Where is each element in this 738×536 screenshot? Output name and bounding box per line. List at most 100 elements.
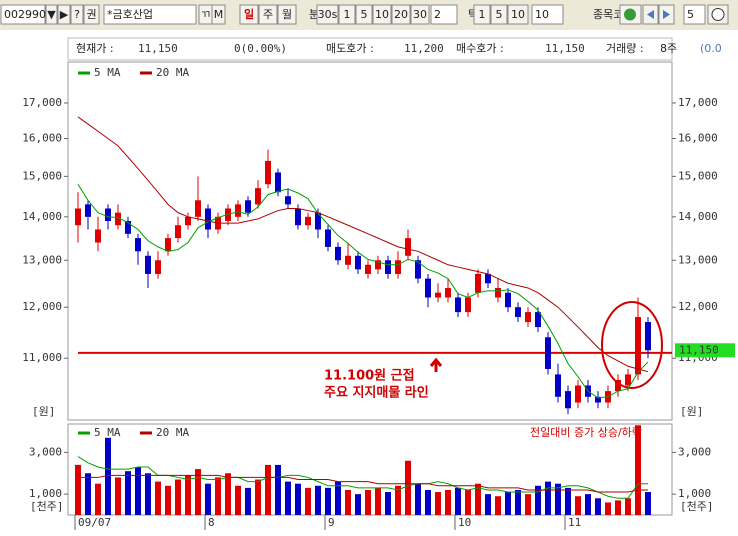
candle-body (175, 225, 181, 239)
ask: 11,200 (404, 42, 444, 55)
candle-body (115, 212, 121, 226)
volume-bar (375, 487, 381, 515)
button-label[interactable]: 권 (86, 8, 96, 21)
button-label[interactable]: ㄲ (200, 8, 210, 21)
left-icon (647, 10, 654, 19)
button[interactable] (70, 4, 84, 25)
volume-unit: [천주] (30, 499, 64, 513)
volume-bar (575, 496, 581, 515)
button[interactable] (507, 4, 529, 25)
x-tick-label: 09/07 (78, 516, 111, 529)
button[interactable] (45, 4, 58, 25)
volume-bar (345, 489, 351, 515)
button-label[interactable]: 월 (282, 8, 292, 21)
volume-bar (225, 473, 231, 515)
button-label[interactable]: 10 (375, 8, 389, 21)
volume-note: 전일대비 증가 상승/하락 (530, 425, 642, 439)
button-label[interactable]: 30s (318, 8, 338, 21)
last-price-label: 11,150 (679, 343, 719, 356)
candle-body (85, 204, 91, 217)
volume-bar (365, 489, 371, 515)
candle-body (535, 312, 541, 328)
input-box[interactable] (531, 4, 564, 25)
button[interactable] (355, 4, 373, 25)
button-label[interactable]: 30 (413, 8, 427, 21)
button[interactable] (410, 4, 430, 25)
button-label[interactable]: ▶ (60, 8, 69, 21)
candle-body (635, 317, 641, 375)
candle-body (255, 188, 261, 205)
candle-body (355, 255, 361, 270)
volume-tick-label-right: 3,000 (678, 445, 711, 458)
legend-label: 20 MA (156, 66, 189, 79)
button-label[interactable]: 10 (511, 8, 525, 21)
button-label[interactable]: 002990 (4, 8, 46, 21)
volume-bar (625, 498, 631, 515)
button-label[interactable]: 1 (344, 8, 351, 21)
volume-bar (445, 489, 451, 515)
button-label[interactable]: 일 (244, 7, 254, 21)
candle-body (525, 312, 531, 323)
button[interactable] (239, 4, 259, 25)
y-tick-label: 15,000 (22, 169, 62, 182)
button-label[interactable]: 주 (263, 8, 273, 21)
volume-bar (145, 473, 151, 515)
ma-line (77, 183, 649, 399)
volume-bar (245, 487, 251, 515)
button-label[interactable]: M (214, 8, 224, 21)
volume-tick-label-right: 1,000 (678, 487, 711, 500)
volume-bar (485, 494, 491, 515)
input-box[interactable] (103, 4, 197, 25)
button-label[interactable]: 2 (434, 8, 441, 21)
button[interactable] (490, 4, 508, 25)
button[interactable] (316, 4, 339, 25)
button[interactable] (473, 4, 491, 25)
volume-bar (275, 464, 281, 515)
volume-bar (585, 494, 591, 515)
y-tick-label-right: 13,000 (678, 253, 718, 266)
input-box[interactable] (683, 4, 706, 25)
button-label[interactable]: *금호산업 (107, 8, 153, 21)
button[interactable] (83, 4, 100, 25)
button[interactable] (57, 4, 71, 25)
volume-bar (325, 487, 331, 515)
button-label[interactable]: 20 (394, 8, 408, 21)
volume-bar (165, 485, 171, 515)
candle-body (445, 287, 451, 298)
input-box[interactable] (0, 4, 46, 25)
volume-bar (315, 485, 321, 515)
button-label[interactable]: 10 (535, 8, 549, 21)
volume-bar (605, 502, 611, 515)
candle-body (645, 322, 651, 351)
candle-body (75, 208, 81, 226)
button[interactable] (338, 4, 356, 25)
button-label[interactable]: ▼ (47, 8, 56, 21)
button-label[interactable]: ? (74, 8, 80, 21)
legend-label: 5 MA (94, 426, 121, 439)
button[interactable] (258, 4, 278, 25)
button[interactable] (391, 4, 411, 25)
volume-bar (335, 481, 341, 515)
volume-bar (135, 466, 141, 515)
candle-body (475, 273, 481, 293)
button[interactable] (211, 4, 226, 25)
button-label[interactable]: 1 (479, 8, 486, 21)
candle-body (395, 260, 401, 274)
button[interactable] (372, 4, 392, 25)
button[interactable] (277, 4, 297, 25)
volume-bar (405, 460, 411, 515)
volume-bar (595, 498, 601, 515)
input-box[interactable] (430, 4, 458, 25)
candle-body (265, 160, 271, 185)
button-label[interactable]: 5 (496, 8, 503, 21)
volume-bar (285, 481, 291, 515)
button-label[interactable]: 5 (361, 8, 368, 21)
candle-body (465, 297, 471, 313)
button-label[interactable]: 5 (687, 8, 694, 21)
y-tick-label: 14,000 (22, 210, 62, 223)
clock-icon (711, 8, 725, 21)
refresh-icon (624, 8, 636, 21)
volume-bar (525, 494, 531, 515)
volume-bar (385, 492, 391, 515)
